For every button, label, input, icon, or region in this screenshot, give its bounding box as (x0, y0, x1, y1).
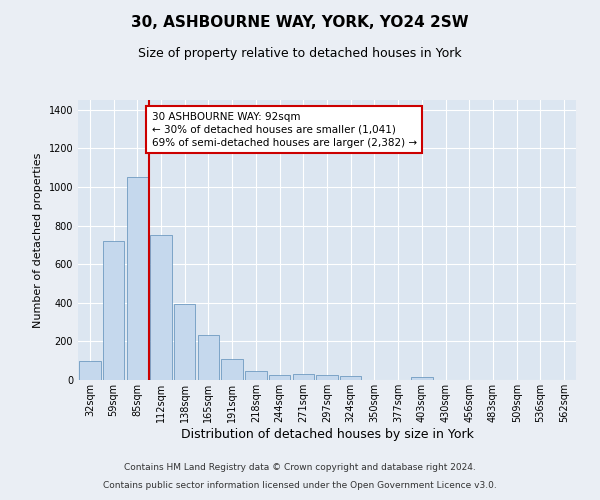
Bar (411, 377, 433, 380)
X-axis label: Distribution of detached houses by size in York: Distribution of detached houses by size … (181, 428, 473, 440)
Bar (245, 372, 266, 380)
Bar (174, 304, 196, 380)
Bar (340, 376, 361, 380)
Y-axis label: Number of detached properties: Number of detached properties (33, 152, 43, 328)
Bar (221, 359, 243, 380)
Bar (293, 374, 314, 380)
Bar (151, 235, 172, 380)
Bar (269, 375, 290, 380)
Bar (316, 375, 338, 380)
Bar (198, 334, 219, 380)
Text: 30 ASHBOURNE WAY: 92sqm
← 30% of detached houses are smaller (1,041)
69% of semi: 30 ASHBOURNE WAY: 92sqm ← 30% of detache… (152, 112, 416, 148)
Text: Size of property relative to detached houses in York: Size of property relative to detached ho… (138, 48, 462, 60)
Text: Contains HM Land Registry data © Crown copyright and database right 2024.: Contains HM Land Registry data © Crown c… (124, 464, 476, 472)
Bar (127, 177, 148, 380)
Text: 30, ASHBOURNE WAY, YORK, YO24 2SW: 30, ASHBOURNE WAY, YORK, YO24 2SW (131, 15, 469, 30)
Text: Contains public sector information licensed under the Open Government Licence v3: Contains public sector information licen… (103, 481, 497, 490)
Bar (103, 241, 124, 380)
Bar (79, 360, 101, 380)
